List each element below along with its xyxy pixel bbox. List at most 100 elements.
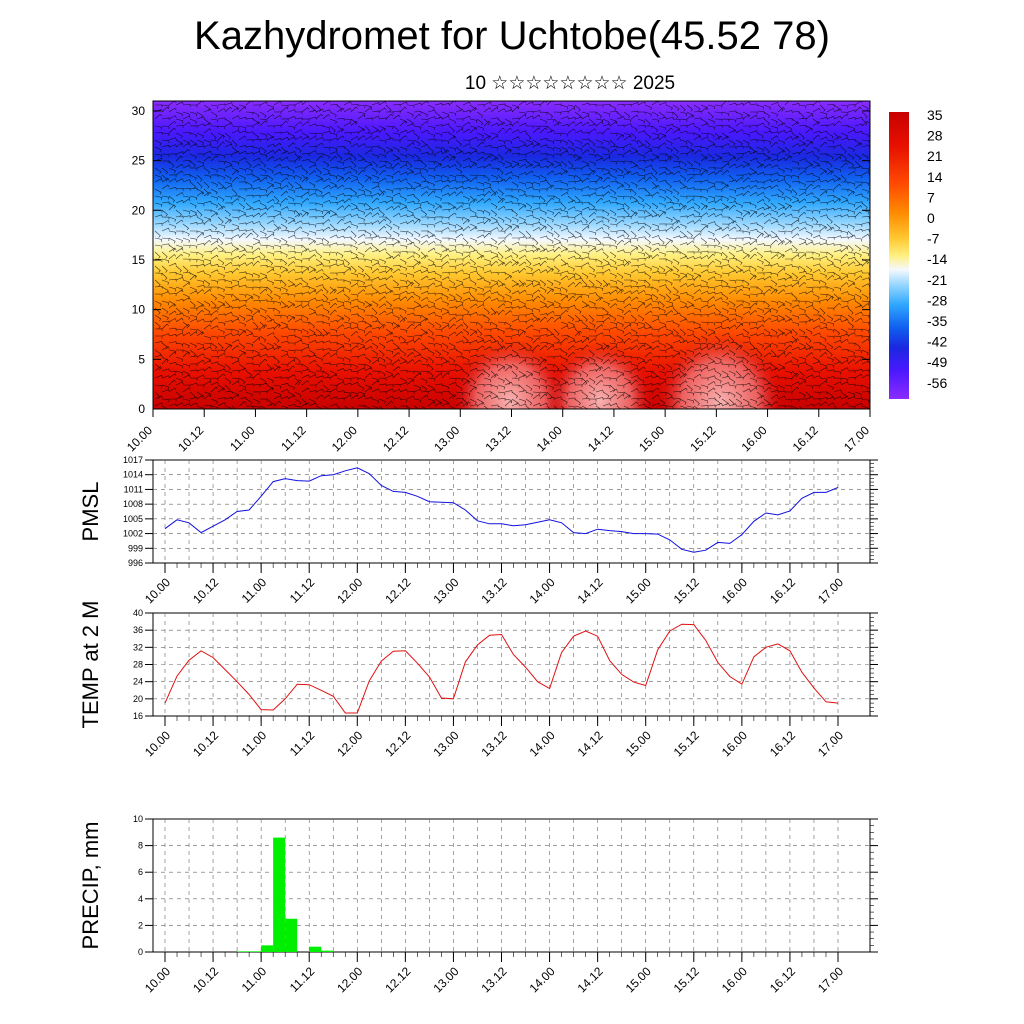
wind-barb	[721, 160, 730, 165]
wind-barb	[693, 274, 702, 281]
wind-barb	[791, 372, 799, 379]
wind-barb	[231, 176, 240, 183]
wind-barb	[371, 167, 379, 175]
wind-barb	[511, 363, 519, 371]
wind-barb	[364, 300, 372, 308]
wind-barb	[406, 370, 415, 375]
wind-barb	[238, 293, 247, 298]
wind-barb	[392, 347, 401, 351]
wind-barb	[826, 272, 835, 275]
wind-barb	[812, 269, 821, 274]
wind-barb	[364, 372, 373, 379]
wind-barb	[784, 240, 793, 246]
wind-barb	[252, 146, 261, 152]
wind-barb	[679, 145, 688, 149]
wind-barb	[756, 181, 765, 185]
wind-barb	[616, 328, 624, 334]
wind-barb	[728, 384, 737, 389]
wind-barb	[371, 349, 379, 357]
wind-barb	[630, 151, 639, 155]
wind-barb	[154, 366, 163, 372]
wind-barb	[672, 219, 681, 225]
wind-barb	[644, 223, 652, 230]
wind-barb	[567, 340, 576, 344]
wind-barb	[308, 311, 317, 316]
wind-barb	[651, 167, 658, 175]
wind-barb	[483, 132, 491, 140]
wind-barb	[700, 223, 709, 228]
wind-barb	[826, 170, 835, 176]
wind-barb	[469, 107, 478, 113]
wind-barb	[287, 334, 296, 338]
wind-barb	[602, 344, 610, 351]
wind-barb	[483, 356, 491, 363]
wind-barb	[616, 405, 622, 409]
wind-barb	[399, 349, 407, 357]
wind-barb	[616, 300, 625, 304]
wind-barb	[357, 229, 366, 233]
wind-barb	[378, 291, 387, 295]
wind-barb	[798, 265, 806, 273]
wind-barb	[175, 395, 184, 400]
wind-barb	[196, 139, 204, 146]
wind-barb	[763, 272, 772, 275]
wind-barb	[392, 279, 400, 287]
wind-barb	[413, 159, 422, 163]
wind-barb	[378, 265, 387, 270]
wind-barb	[469, 311, 478, 316]
wind-barb	[665, 279, 673, 286]
wind-barb	[756, 206, 765, 211]
wind-barb	[231, 360, 240, 365]
wind-barb	[462, 225, 471, 232]
wind-barb	[686, 256, 695, 260]
wind-barb	[175, 118, 184, 124]
wind-barb	[658, 135, 667, 141]
wind-barb	[231, 227, 240, 232]
y-tick-label: 996	[128, 558, 143, 568]
wind-barb	[378, 283, 387, 288]
wind-barb	[707, 212, 716, 218]
wind-barb	[406, 187, 415, 191]
wind-barb	[378, 270, 387, 274]
wind-barb	[399, 221, 408, 225]
wind-barb	[357, 143, 366, 148]
wind-barb	[693, 352, 702, 358]
wind-barb	[630, 164, 639, 169]
wind-barb	[742, 111, 750, 118]
wind-barb	[273, 213, 282, 218]
wind-barb	[693, 145, 702, 149]
wind-barb	[770, 251, 779, 255]
wind-barb	[833, 381, 842, 386]
wind-barb	[231, 150, 240, 155]
wind-barb	[203, 356, 211, 363]
wind-barb	[462, 143, 471, 148]
wind-barb	[595, 194, 604, 198]
wind-barb	[287, 303, 296, 309]
wind-barb	[280, 150, 289, 155]
wind-barb	[735, 356, 744, 360]
wind-barb	[231, 195, 240, 199]
wind-barb	[504, 260, 513, 267]
wind-barb	[455, 216, 464, 221]
wind-barb	[476, 125, 484, 131]
wind-barb	[357, 279, 365, 286]
wind-barb	[224, 251, 233, 256]
wind-barb	[280, 190, 289, 197]
wind-barb	[161, 405, 169, 409]
wind-barb	[798, 370, 805, 378]
wind-barb	[287, 261, 296, 267]
wind-barb	[392, 372, 400, 379]
wind-barb	[700, 377, 709, 381]
wind-barb	[707, 296, 716, 302]
wind-barb	[245, 318, 254, 323]
wind-barb	[434, 179, 443, 183]
wind-barb	[546, 230, 554, 237]
wind-barb	[294, 209, 301, 217]
wind-barb	[735, 209, 743, 216]
wind-barb	[315, 388, 324, 393]
wind-barb	[616, 349, 624, 355]
wind-barb	[315, 314, 324, 318]
wind-barb	[336, 167, 345, 171]
wind-barb	[420, 304, 429, 309]
